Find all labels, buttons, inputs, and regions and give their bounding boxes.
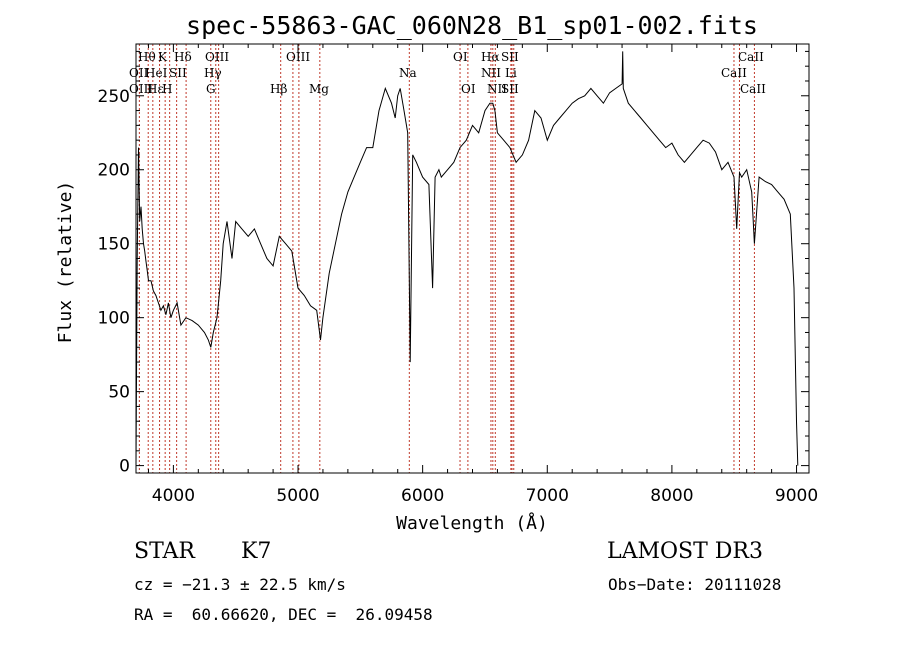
y-tick-label: 0 [119, 457, 130, 477]
line-annotation-label: Hθ [138, 50, 156, 64]
line-annotation-label: SII [501, 50, 519, 64]
line-annotation-label: H [162, 82, 172, 96]
x-axis-ticks: 4000 5000 6000 7000 8000 9000 [147, 44, 818, 506]
x-tick-label: 5000 [276, 486, 319, 506]
y-tick-label: 100 [98, 309, 130, 329]
x-tick-label: 8000 [650, 486, 693, 506]
line-annotation-label: CaII [721, 66, 747, 80]
observation-date: Obs−Date: 20111028 [608, 575, 782, 594]
line-annotation-label: Hγ [204, 66, 222, 80]
coordinates: RA = 60.66620, DEC = 26.09458 [134, 605, 433, 624]
object-class: STAR [134, 539, 195, 564]
y-tick-label: 250 [98, 87, 130, 107]
line-annotation-label: CaII [740, 82, 766, 96]
x-tick-label: 6000 [401, 486, 444, 506]
line-annotation-label: Hδ [174, 50, 192, 64]
line-annotation-label: CaII [738, 50, 764, 64]
x-tick-label: 7000 [526, 486, 569, 506]
line-annotation-label: OIII [129, 82, 153, 96]
line-markers [138, 44, 755, 473]
x-tick-label: 4000 [152, 486, 195, 506]
y-axis-label: Flux (relative) [55, 181, 76, 344]
y-tick-label: 150 [98, 235, 130, 255]
line-annotation-label: Hβ [270, 82, 287, 96]
line-annotation-label: NII [481, 66, 501, 80]
redshift-cz: cz = −21.3 ± 22.5 km/s [134, 575, 346, 594]
line-annotation-label: OIII [205, 50, 229, 64]
line-annotation-label: Hα [481, 50, 500, 64]
object-subclass: K7 [241, 539, 272, 564]
line-annotation-label: HeI [145, 66, 168, 80]
line-annotation-label: Mg [309, 82, 329, 96]
chart-title: spec-55863-GAC_060N28_B1_sp01-002.fits [186, 11, 758, 40]
x-axis-label: Wavelength (Å) [396, 512, 548, 534]
line-annotation-label: Hε [147, 82, 164, 96]
line-annotation-label: OII [129, 66, 149, 80]
y-tick-label: 50 [108, 383, 130, 403]
x-tick-label: 9000 [775, 486, 818, 506]
line-annotation-label: G [206, 82, 216, 96]
line-annotation-label: Na [399, 66, 417, 80]
line-annotation-label: NII [487, 82, 507, 96]
line-annotation-label: SII [169, 66, 187, 80]
line-annotation-label: OIII [286, 50, 310, 64]
line-annotation-label: SII [501, 82, 519, 96]
line-annotation-label: OI [453, 50, 468, 64]
spectrum-line [135, 51, 799, 466]
plot-frame [135, 43, 810, 474]
y-axis-ticks: 0 50 100 150 200 250 [98, 50, 809, 477]
line-annotation-label: K [158, 50, 168, 64]
line-annotation-label: OI [461, 82, 476, 96]
y-tick-label: 200 [98, 161, 130, 181]
survey-name: LAMOST DR3 [607, 539, 763, 564]
line-annotation-label: Li [505, 66, 517, 80]
